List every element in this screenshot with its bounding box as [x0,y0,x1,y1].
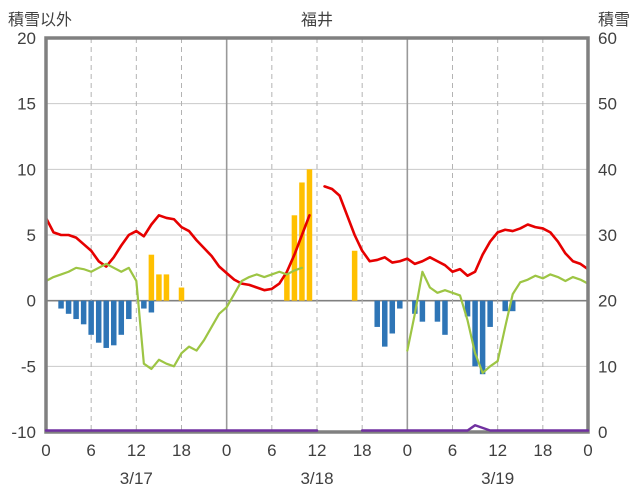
red-line [44,185,590,292]
left-axis-tick: 20 [17,29,36,48]
x-axis-tick: 0 [222,441,231,460]
right-axis-title: 積雪 [597,12,630,29]
left-axis-tick: -10 [11,423,36,442]
left-axis-tick: 15 [17,95,36,114]
purple-line [44,423,590,432]
right-axis-tick: 20 [598,292,617,311]
x-axis-tick: 6 [86,441,95,460]
x-axis-tick: 6 [448,441,457,460]
x-axis-tick: 0 [403,441,412,460]
right-axis-tick: 50 [598,95,617,114]
right-axis-tick: 60 [598,29,617,48]
x-axis-tick: 18 [353,441,372,460]
x-axis-tick: 12 [127,441,146,460]
chart-header: 積雪以外 福井 積雪 [0,6,636,30]
right-axis-tick: 0 [598,423,607,442]
x-axis-tick: 12 [488,441,507,460]
left-axis-tick: 10 [17,160,36,179]
day-label: 3/19 [481,469,514,488]
x-axis-tick: 0 [41,441,50,460]
orange-bars [148,169,358,301]
left-axis-tick: 0 [27,292,36,311]
day-label: 3/18 [300,469,333,488]
x-axis-tick: 6 [267,441,276,460]
right-axis-tick: 40 [598,160,617,179]
x-axis-tick: 18 [533,441,552,460]
left-axis-tick: -5 [21,357,36,376]
day-label: 3/17 [120,469,153,488]
x-axis-tick: 12 [308,441,327,460]
right-axis-tick: 10 [598,357,617,376]
right-axis-tick: 30 [598,226,617,245]
chart-title: 福井 [300,12,333,29]
left-axis-title: 積雪以外 [8,12,73,29]
green-line [44,262,590,374]
left-axis-tick: 5 [27,226,36,245]
plot-frame [44,36,590,434]
blue-bars [58,300,516,375]
x-axis-tick: 0 [583,441,592,460]
vertical-gridlines [90,38,544,432]
x-axis-tick: 18 [172,441,191,460]
